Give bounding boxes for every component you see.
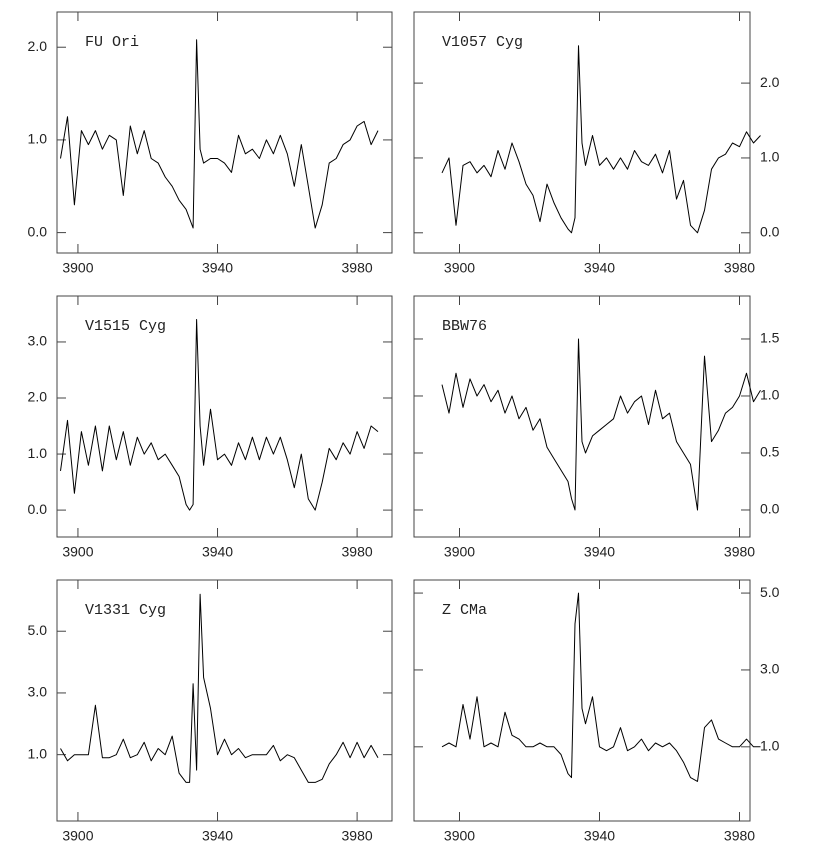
plot-frame — [56, 11, 393, 254]
panel: 3900 3940 3980 1.0 3.0 5.0 V1331 Cyg — [28, 579, 393, 844]
plot-frame — [413, 579, 751, 822]
spectrum-line — [441, 45, 761, 234]
y-tick-label: 2.0 — [28, 389, 48, 405]
x-tick-label: 3940 — [584, 828, 615, 844]
x-tick-label: 3900 — [62, 544, 93, 560]
x-tick-label: 3900 — [444, 544, 475, 560]
panel: 3900 3940 3980 0.0 1.0 2.0 V1057 Cyg — [413, 11, 780, 276]
y-tick-label: 0.0 — [28, 223, 48, 239]
x-tick-label: 3940 — [584, 260, 615, 276]
y-tick-label: 2.0 — [760, 74, 780, 90]
spectrum-line — [60, 593, 379, 783]
panel-title: BBW76 — [442, 318, 487, 335]
panel: 3900 3940 3980 0.0 1.0 2.0 3.0 V1515 Cyg — [28, 295, 393, 560]
x-tick-label: 3900 — [444, 260, 475, 276]
y-tick-label: 0.5 — [760, 444, 780, 460]
x-tick-label: 3900 — [62, 260, 93, 276]
y-tick-label: 2.0 — [28, 38, 48, 54]
y-tick-label: 5.0 — [760, 584, 780, 600]
plot-frame — [413, 11, 751, 254]
x-tick-label: 3940 — [202, 544, 233, 560]
x-tick-label: 3980 — [724, 828, 755, 844]
x-tick-label: 3940 — [202, 828, 233, 844]
panel-title: V1057 Cyg — [442, 34, 523, 51]
y-tick-label: 1.0 — [28, 131, 48, 147]
x-tick-label: 3980 — [724, 260, 755, 276]
panel: 3900 3940 3980 1.0 3.0 5.0 Z CMa — [413, 579, 780, 844]
y-tick-label: 1.0 — [28, 745, 48, 761]
y-tick-label: 5.0 — [28, 622, 48, 638]
y-tick-label: 3.0 — [28, 333, 48, 349]
panel-title: Z CMa — [442, 602, 487, 619]
plot-frame — [413, 295, 751, 538]
y-tick-label: 0.0 — [760, 223, 780, 239]
spectrum-line — [441, 338, 761, 511]
x-tick-label: 3940 — [202, 260, 233, 276]
y-tick-label: 0.0 — [28, 501, 48, 517]
panel: 3900 3940 3980 0.0 0.5 1.0 1.5 BBW76 — [413, 295, 780, 560]
spectrum-line — [441, 592, 761, 782]
panel-title: FU Ori — [85, 34, 139, 51]
panel-title: V1331 Cyg — [85, 602, 166, 619]
plot-frame — [56, 579, 393, 822]
plot-frame — [56, 295, 393, 538]
y-tick-label: 1.0 — [760, 738, 780, 754]
x-tick-label: 3980 — [342, 828, 373, 844]
spectrum-line — [60, 319, 379, 511]
x-tick-label: 3940 — [584, 544, 615, 560]
x-tick-label: 3980 — [724, 544, 755, 560]
y-tick-label: 1.0 — [760, 387, 780, 403]
x-tick-label: 3900 — [62, 828, 93, 844]
x-tick-label: 3980 — [342, 544, 373, 560]
panel: 3900 3940 3980 0.0 1.0 2.0 FU Ori — [28, 11, 393, 276]
x-tick-label: 3980 — [342, 260, 373, 276]
x-tick-label: 3900 — [444, 828, 475, 844]
y-tick-label: 1.5 — [760, 330, 780, 346]
y-tick-label: 3.0 — [760, 661, 780, 677]
y-tick-label: 1.0 — [760, 149, 780, 165]
y-tick-label: 0.0 — [760, 501, 780, 517]
panel-title: V1515 Cyg — [85, 318, 166, 335]
y-tick-label: 3.0 — [28, 684, 48, 700]
y-tick-label: 1.0 — [28, 445, 48, 461]
spectrum-line — [60, 39, 379, 229]
